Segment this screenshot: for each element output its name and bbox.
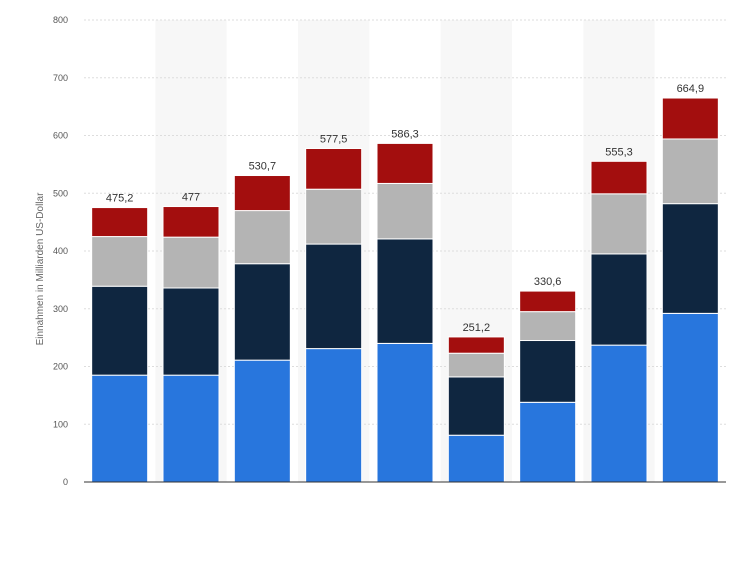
bar-segment-4[interactable]: [162, 206, 220, 238]
bar-segment-4[interactable]: [376, 142, 434, 184]
y-tick-label: 500: [53, 188, 68, 198]
bar-segment-1[interactable]: [305, 348, 363, 483]
bar-segment-3[interactable]: [233, 210, 291, 265]
bars: [91, 97, 719, 483]
total-label: 251,2: [463, 322, 491, 334]
bar-segment-3[interactable]: [376, 182, 434, 240]
y-tick-label: 700: [53, 73, 68, 83]
bar-segment-4[interactable]: [233, 175, 291, 212]
bar-segment-4[interactable]: [519, 290, 577, 313]
bar-segment-2[interactable]: [447, 376, 505, 436]
bar-segment-4[interactable]: [661, 97, 719, 140]
y-axis-label: Einnahmen in Milliarden US-Dollar: [35, 192, 46, 346]
total-label: 586,3: [391, 128, 419, 140]
bar-segment-1[interactable]: [519, 401, 577, 483]
bar-segment-4[interactable]: [590, 160, 648, 195]
bar-segment-3[interactable]: [661, 138, 719, 205]
y-tick-label: 600: [53, 131, 68, 141]
bar-segment-3[interactable]: [590, 193, 648, 255]
bar-segment-3[interactable]: [91, 236, 149, 287]
bar-segment-1[interactable]: [590, 344, 648, 483]
total-label: 330,6: [534, 276, 562, 288]
bar-segment-4[interactable]: [305, 147, 363, 190]
y-tick-label: 300: [53, 304, 68, 314]
total-label: 555,3: [605, 146, 633, 158]
y-tick-label: 800: [53, 15, 68, 25]
total-label: 530,7: [249, 161, 277, 173]
bar-segment-3[interactable]: [519, 311, 577, 342]
bar-segment-3[interactable]: [162, 236, 220, 289]
bar-segment-4[interactable]: [447, 336, 505, 354]
total-label: 664,9: [677, 83, 705, 95]
total-labels: 475,2 477 530,7 577,5 586,3 251,2 330,6 555,3 66…: [106, 83, 704, 334]
bar-segment-1[interactable]: [91, 374, 149, 483]
y-tick-label: 400: [53, 246, 68, 256]
bar-segment-1[interactable]: [447, 434, 505, 483]
bar-segment-2[interactable]: [233, 263, 291, 361]
bar-segment-2[interactable]: [590, 253, 648, 346]
bar-segment-2[interactable]: [519, 340, 577, 403]
bar-segment-1[interactable]: [233, 359, 291, 483]
bar-segment-2[interactable]: [162, 287, 220, 376]
bar-segment-4[interactable]: [91, 207, 149, 238]
bar-segment-1[interactable]: [661, 312, 719, 483]
bar-segment-2[interactable]: [376, 238, 434, 344]
bar-segment-1[interactable]: [376, 342, 434, 483]
bar-segment-3[interactable]: [305, 188, 363, 245]
y-tick-label: 200: [53, 362, 68, 372]
bar-segment-2[interactable]: [91, 285, 149, 376]
bar-segment-2[interactable]: [305, 243, 363, 350]
total-label: 477: [182, 192, 200, 204]
bar-segment-2[interactable]: [661, 203, 719, 314]
total-label: 577,5: [320, 133, 348, 145]
total-label: 475,2: [106, 193, 134, 205]
y-tick-label: 0: [63, 477, 68, 487]
bar-segment-1[interactable]: [162, 374, 220, 483]
y-tick-label: 100: [53, 419, 68, 429]
bar-segment-3[interactable]: [447, 352, 505, 378]
y-axis-ticks: 0 100 200 300 400 500 600 700 800: [53, 15, 68, 487]
